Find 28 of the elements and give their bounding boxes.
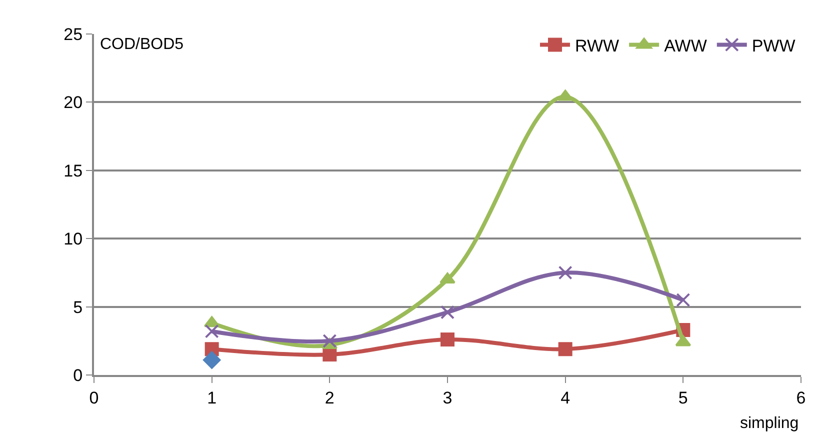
point [440,305,454,320]
y-tick-label: 20 [64,93,83,112]
y-axis-title: COD/BOD5 [100,36,184,53]
legend-label: PWW [752,36,796,56]
point [440,332,454,347]
point [203,351,221,369]
point [204,324,219,338]
x-tick-label: 3 [442,388,452,408]
legend-label: RWW [575,36,620,56]
y-tick-label: 0 [73,366,83,385]
x-tick-label: 0 [89,388,99,408]
point [322,348,337,362]
x-axis-title: simpling [740,415,799,432]
point [322,334,337,348]
y-tick-label: 5 [73,298,83,317]
x-tick-label: 5 [678,388,688,408]
y-tick-label: 10 [64,230,83,249]
point [558,266,572,280]
x-tick-label: 1 [207,388,217,408]
legend-label: AWW [664,36,707,56]
point [440,272,456,284]
point [558,342,572,356]
x-tick-label: 6 [796,388,806,408]
x-tick-label: 4 [560,388,570,408]
point [676,292,690,307]
x-tick-label: 2 [324,388,334,408]
y-tick-label: 15 [64,161,83,180]
y-tick-label: 25 [64,24,83,44]
